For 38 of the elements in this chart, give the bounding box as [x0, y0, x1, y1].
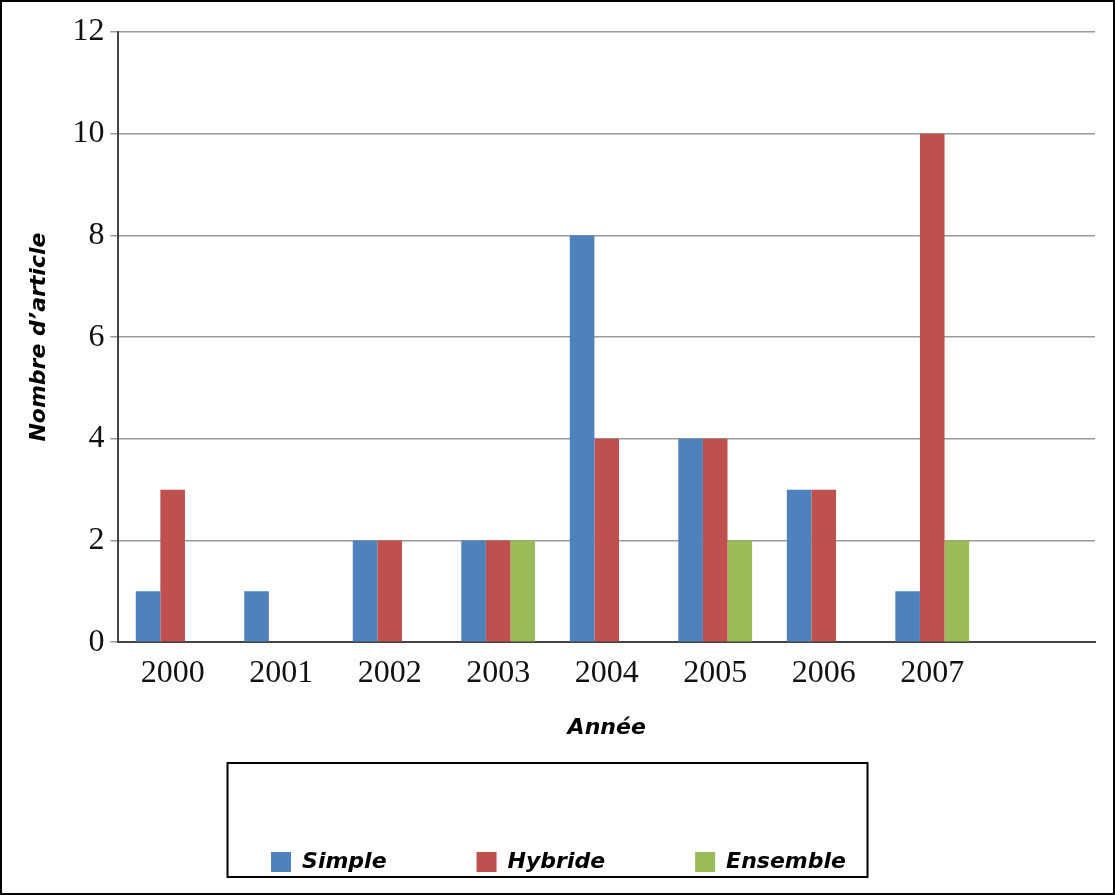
bar [786, 489, 812, 642]
y-tick-label: 10 [72, 113, 105, 150]
x-tick-label: 2007 [900, 652, 965, 689]
y-axis-title: Nombre d’article [24, 232, 50, 442]
bar [678, 438, 703, 642]
legend-label: Simple [302, 847, 387, 873]
bar [944, 540, 970, 642]
legend-label: Ensemble [726, 847, 847, 873]
x-tick-label: 2005 [683, 652, 748, 689]
x-tick-label: 2001 [249, 652, 314, 689]
bar [352, 540, 378, 642]
bar [377, 540, 402, 642]
bar [485, 540, 511, 642]
x-tick-label: 2002 [357, 652, 422, 689]
y-tick-label: 6 [88, 316, 105, 353]
y-tick-label: 8 [88, 214, 105, 251]
x-tick-label: 2000 [140, 652, 205, 689]
y-tick-label: 4 [88, 418, 105, 455]
bar [811, 489, 837, 642]
bar [727, 540, 753, 642]
y-tick-label: 2 [88, 519, 105, 556]
y-tick-label: 12 [72, 11, 105, 48]
bar [919, 133, 945, 642]
bar [702, 438, 728, 642]
y-tick-label: 0 [88, 621, 105, 658]
bar [160, 489, 185, 642]
bar [895, 591, 920, 642]
bar [135, 591, 161, 642]
x-tick-label: 2004 [574, 652, 639, 689]
bar [594, 438, 619, 642]
x-tick-label: 2003 [466, 652, 531, 689]
bar [569, 235, 595, 642]
bar [244, 591, 269, 642]
bar [461, 540, 486, 642]
legend-label: Hybride [507, 847, 606, 873]
x-tick-label: 2006 [791, 652, 856, 689]
bar [510, 540, 536, 642]
x-axis-title: Année [565, 713, 646, 739]
